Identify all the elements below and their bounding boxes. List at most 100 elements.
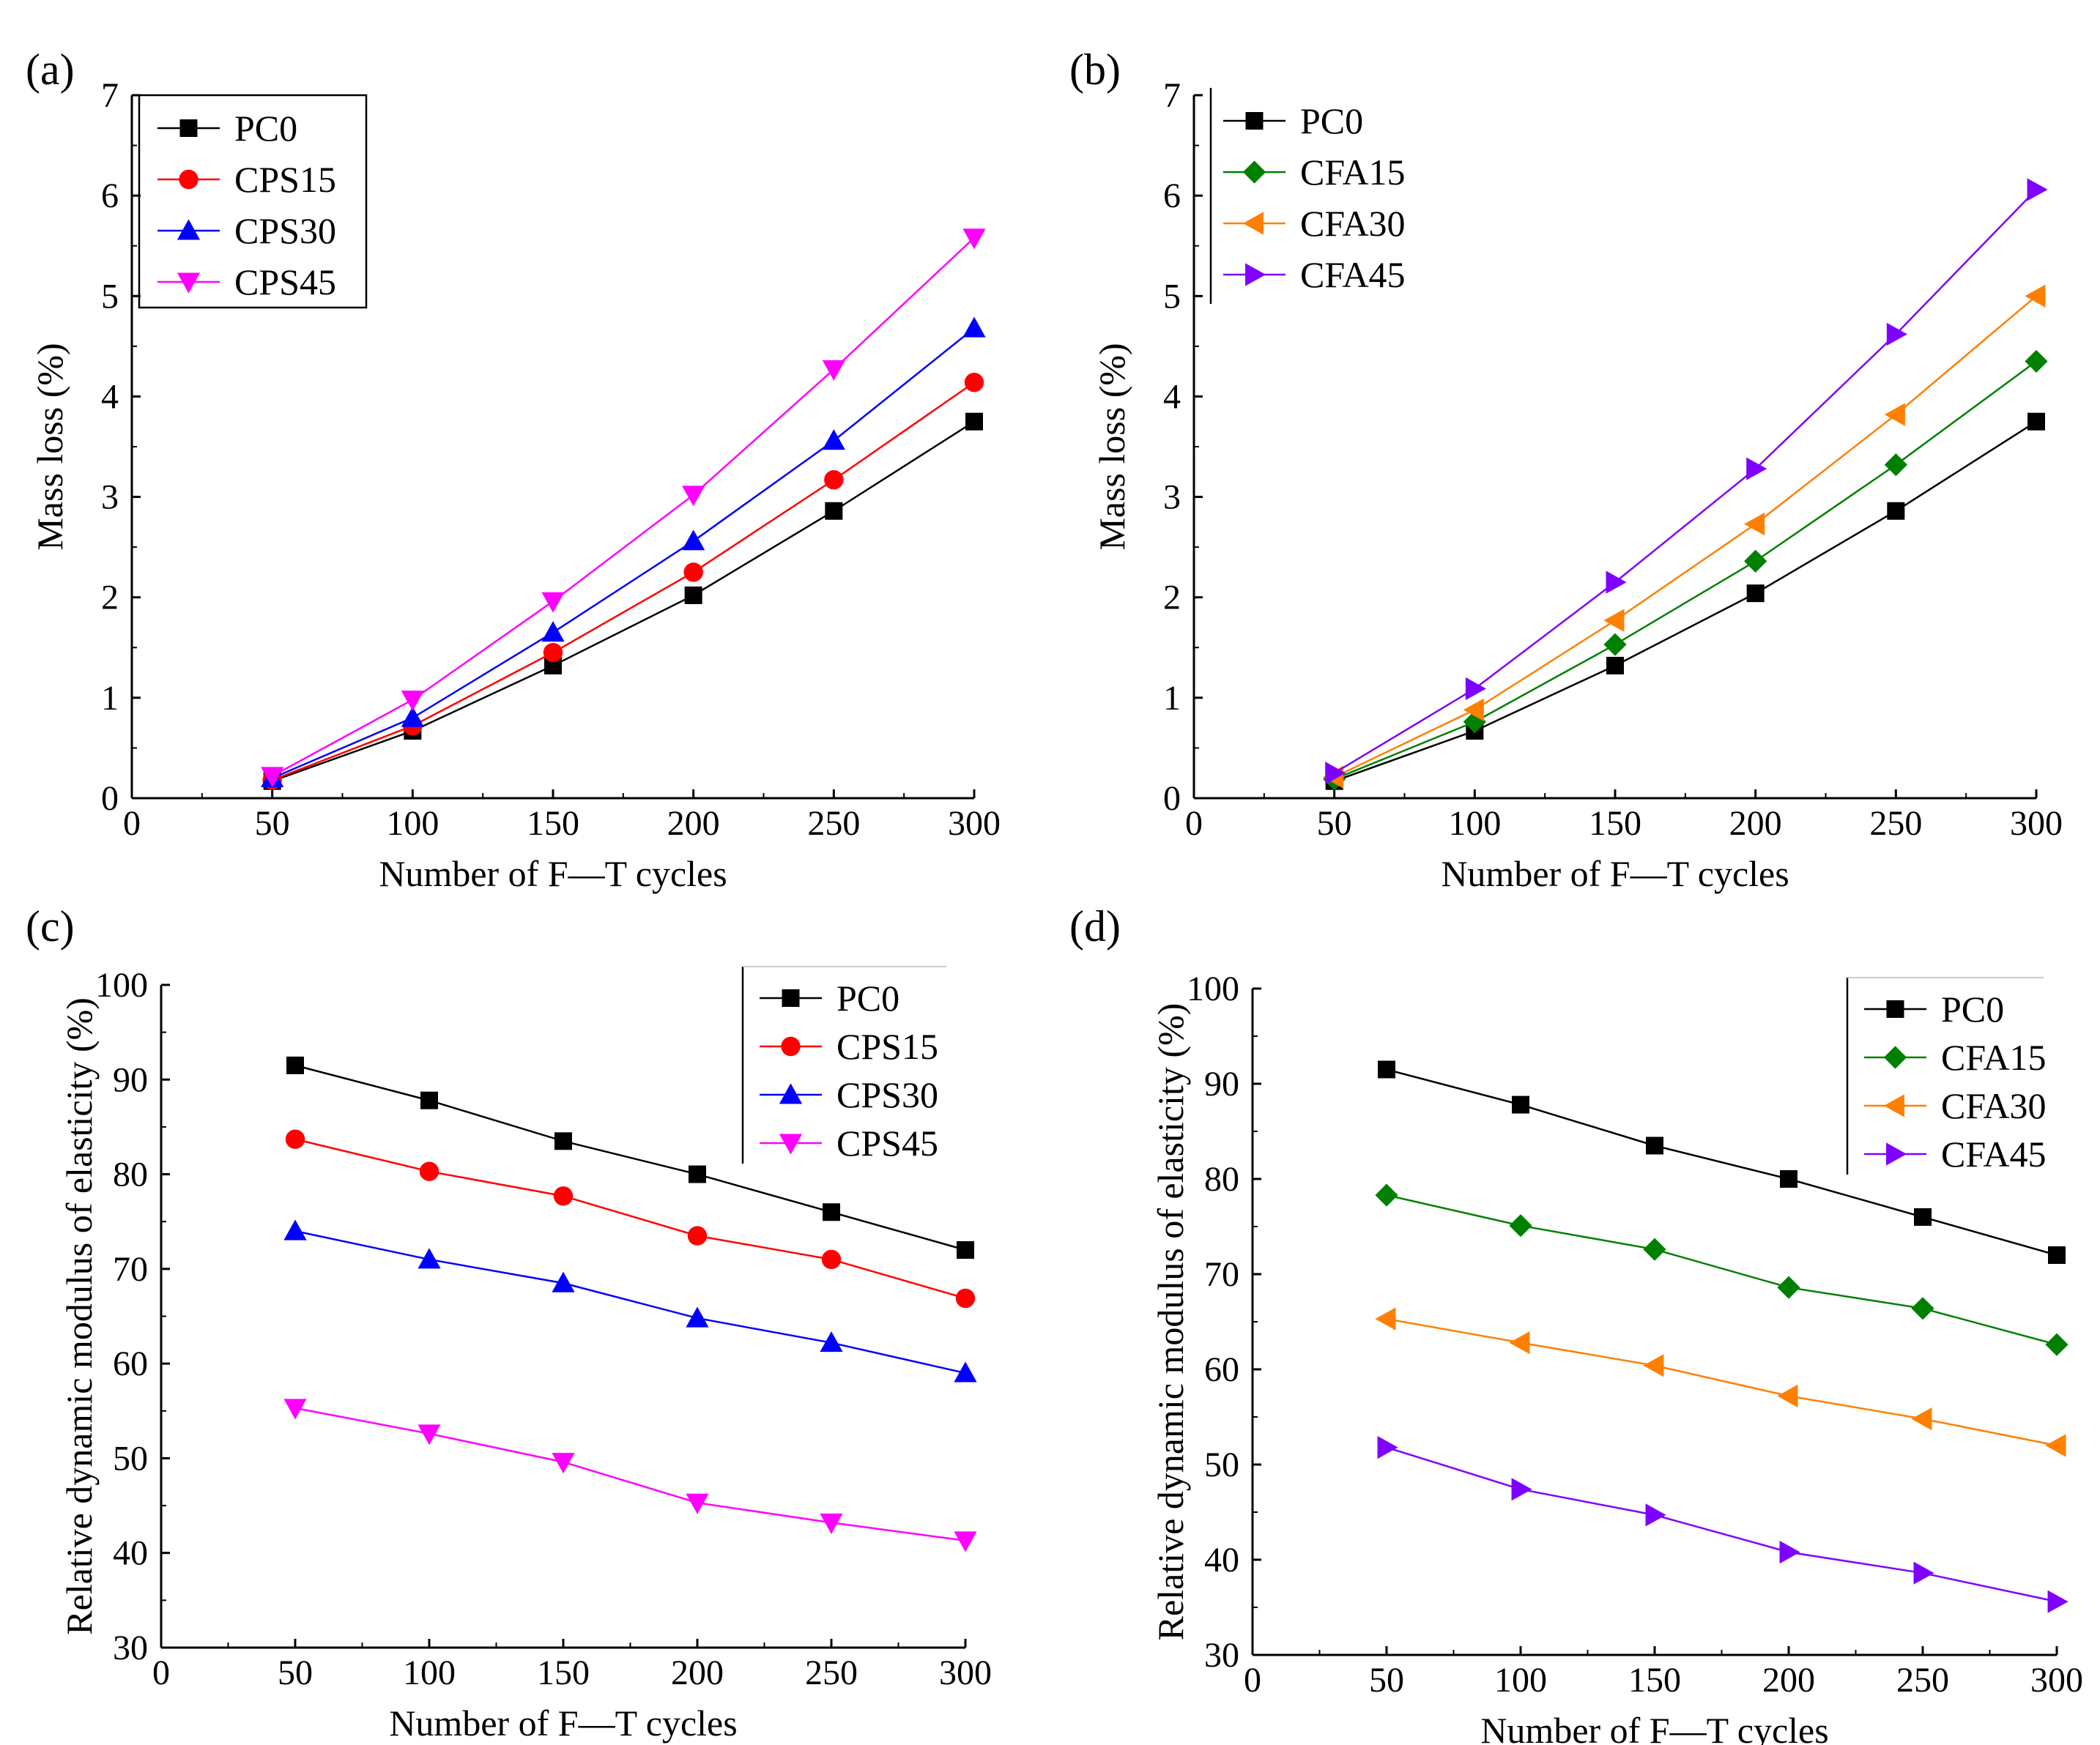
data-point <box>418 1424 441 1446</box>
data-point <box>552 1453 575 1474</box>
y-tick-label: 2 <box>1163 578 1181 617</box>
data-point <box>1884 453 1907 477</box>
data-point <box>1746 457 1767 480</box>
x-tick-label: 250 <box>807 804 860 843</box>
x-tick-label: 50 <box>278 1653 313 1692</box>
series-CFA30 <box>1323 284 2046 789</box>
y-axis-title: Relative dynamic modulus of elasticity (… <box>59 997 100 1635</box>
data-point <box>2045 1434 2066 1457</box>
chart-panel-4: (d) 0 50 100 150 200 250 300 30 40 50 60 70 80 90 100 Nu… <box>1069 902 2083 1745</box>
data-point <box>285 1129 305 1149</box>
y-tick-label: 5 <box>101 277 119 316</box>
series-CPS45 <box>283 1399 977 1552</box>
legend-marker <box>1245 263 1266 286</box>
series-PC0 <box>263 412 983 790</box>
y-axis-title: Mass loss (%) <box>1091 343 1132 550</box>
y-tick-label: 70 <box>113 1250 148 1289</box>
y-tick-label: 0 <box>1163 779 1181 818</box>
x-tick-label: 200 <box>667 804 720 843</box>
legend-marker <box>179 119 198 137</box>
series-line <box>272 327 975 779</box>
x-tick-label: 100 <box>1494 1661 1547 1700</box>
data-point <box>1914 1208 1932 1226</box>
x-tick-label: 150 <box>1589 804 1641 843</box>
data-point <box>2025 349 2048 373</box>
data-point <box>962 228 986 250</box>
data-point <box>1646 1136 1663 1155</box>
data-point <box>2027 412 2045 431</box>
x-tick-label: 250 <box>1896 1661 1949 1700</box>
data-point <box>686 1306 709 1328</box>
y-tick-label: 4 <box>101 377 119 416</box>
series-line <box>272 237 975 777</box>
legend-label: CFA15 <box>1941 1037 2047 1078</box>
data-point <box>682 529 705 551</box>
panel-label: (a) <box>26 45 75 94</box>
data-point <box>1509 1214 1532 1238</box>
y-tick-label: 80 <box>1204 1160 1239 1199</box>
x-tick-label: 250 <box>1869 804 1922 843</box>
x-axis-title: Number of F—T cycles <box>1480 1710 1828 1745</box>
data-point <box>820 1513 843 1534</box>
y-tick-label: 60 <box>1204 1350 1239 1389</box>
data-point <box>553 1186 574 1206</box>
legend-label: CFA15 <box>1300 152 1406 193</box>
series-PC0 <box>1325 412 2045 790</box>
legend-label: CFA30 <box>1300 203 1406 244</box>
chart-panel-2: (b) 0 50 100 150 200 250 300 0 1 2 3 4 5 6 7 Number of F… <box>1069 45 2063 894</box>
data-point <box>1325 762 1346 785</box>
data-point <box>1911 1407 1932 1431</box>
y-tick-label: 50 <box>113 1439 148 1478</box>
legend-marker <box>779 1134 803 1155</box>
legend-marker <box>1242 212 1264 235</box>
data-point <box>962 316 986 338</box>
data-point <box>2027 178 2048 201</box>
data-point <box>1606 570 1627 594</box>
data-point <box>418 1248 441 1269</box>
y-tick-label: 2 <box>101 578 119 617</box>
series-CFA45 <box>1377 1436 2069 1613</box>
series-line <box>1386 1194 2058 1346</box>
series-CFA15 <box>1323 349 2048 791</box>
data-point <box>1643 1238 1666 1261</box>
data-point <box>1643 1354 1664 1377</box>
legend-marker <box>781 1036 801 1057</box>
x-axis-title: Number of F—T cycles <box>379 853 727 894</box>
data-point <box>964 373 984 392</box>
data-point <box>954 1531 977 1552</box>
data-point <box>1606 656 1624 674</box>
x-tick-label: 50 <box>1369 1661 1404 1700</box>
data-point <box>2025 284 2046 308</box>
data-point <box>283 1399 307 1420</box>
data-point <box>401 706 424 727</box>
y-axis-title: Mass loss (%) <box>29 343 70 550</box>
series-CPS15 <box>262 373 984 790</box>
series-line <box>272 382 975 781</box>
legend-label: CPS45 <box>836 1123 938 1164</box>
chart-panel-3: (c) 0 50 100 150 200 250 300 30 40 50 60 70 80 90 100 Nu… <box>26 902 992 1744</box>
y-tick-label: 70 <box>1204 1255 1239 1294</box>
series-CFA30 <box>1375 1307 2066 1457</box>
data-point <box>283 1219 307 1240</box>
data-point <box>820 1331 843 1353</box>
series-line <box>1334 420 2037 782</box>
legend-marker <box>1886 1000 1904 1018</box>
legend-marker <box>1245 112 1264 130</box>
data-point <box>1779 1541 1800 1564</box>
data-point <box>1911 1297 1934 1320</box>
y-tick-label: 100 <box>95 966 148 1005</box>
legend-marker <box>177 272 201 294</box>
legend-label: PC0 <box>1300 100 1363 141</box>
x-tick-label: 200 <box>671 1653 724 1692</box>
series-CPS30 <box>283 1219 977 1383</box>
series-line <box>1386 1068 2058 1257</box>
y-tick-label: 6 <box>101 176 119 215</box>
y-tick-label: 0 <box>101 779 119 818</box>
series-PC0 <box>1378 1060 2066 1264</box>
data-point <box>419 1161 439 1181</box>
x-tick-label: 0 <box>1185 804 1203 843</box>
y-tick-label: 40 <box>113 1534 148 1573</box>
y-tick-label: 4 <box>1163 377 1181 416</box>
data-point <box>965 412 983 431</box>
data-point <box>1603 609 1625 632</box>
